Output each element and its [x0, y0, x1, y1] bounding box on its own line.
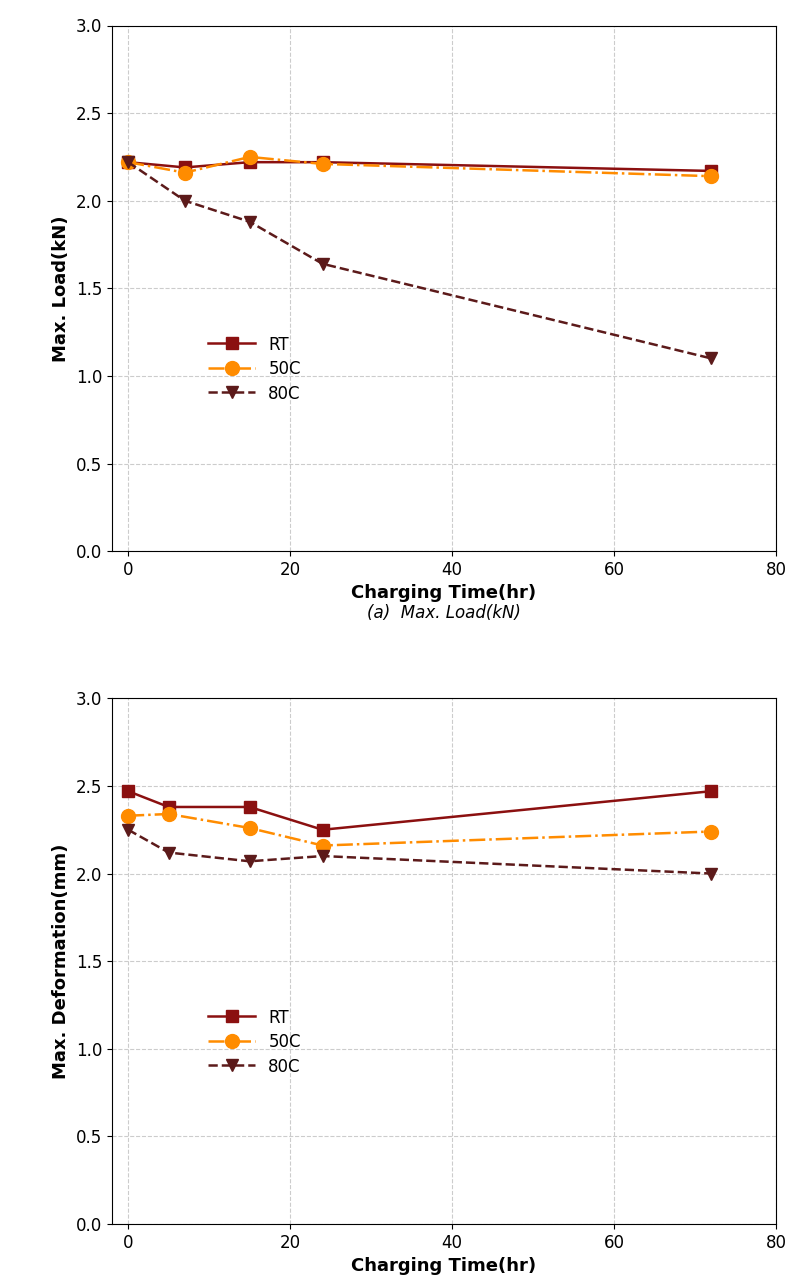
50C	[318, 157, 327, 172]
80C	[123, 154, 133, 170]
X-axis label: Charging Time(hr): Charging Time(hr)	[351, 1257, 537, 1275]
Y-axis label: Max. Load(kN): Max. Load(kN)	[52, 215, 70, 362]
50C	[245, 149, 254, 164]
80C	[245, 854, 254, 870]
50C	[706, 824, 716, 839]
50C	[706, 168, 716, 184]
80C	[164, 845, 174, 861]
Y-axis label: Max. Deformation(mm): Max. Deformation(mm)	[52, 844, 70, 1079]
Text: (a)  Max. Load(kN): (a) Max. Load(kN)	[367, 604, 521, 622]
80C	[180, 193, 190, 208]
50C	[164, 806, 174, 821]
Line: RT: RT	[122, 157, 717, 176]
RT	[318, 154, 327, 170]
80C	[123, 822, 133, 838]
80C	[706, 866, 716, 881]
50C	[245, 820, 254, 835]
X-axis label: Charging Time(hr): Charging Time(hr)	[351, 584, 537, 602]
80C	[318, 848, 327, 863]
Legend: RT, 50C, 80C: RT, 50C, 80C	[200, 328, 309, 412]
RT	[123, 154, 133, 170]
RT	[245, 154, 254, 170]
80C	[318, 256, 327, 272]
50C	[180, 164, 190, 180]
RT	[318, 822, 327, 838]
50C	[123, 154, 133, 170]
RT	[180, 159, 190, 175]
RT	[245, 799, 254, 815]
Legend: RT, 50C, 80C: RT, 50C, 80C	[200, 1001, 309, 1084]
Line: 50C: 50C	[122, 150, 718, 184]
Line: 80C: 80C	[122, 157, 717, 363]
50C	[318, 838, 327, 853]
Line: RT: RT	[122, 785, 717, 835]
RT	[164, 799, 174, 815]
Line: 80C: 80C	[122, 824, 717, 880]
80C	[245, 214, 254, 230]
RT	[706, 163, 716, 179]
50C	[123, 808, 133, 824]
80C	[706, 351, 716, 366]
RT	[123, 784, 133, 799]
Line: 50C: 50C	[122, 807, 718, 853]
RT	[706, 784, 716, 799]
